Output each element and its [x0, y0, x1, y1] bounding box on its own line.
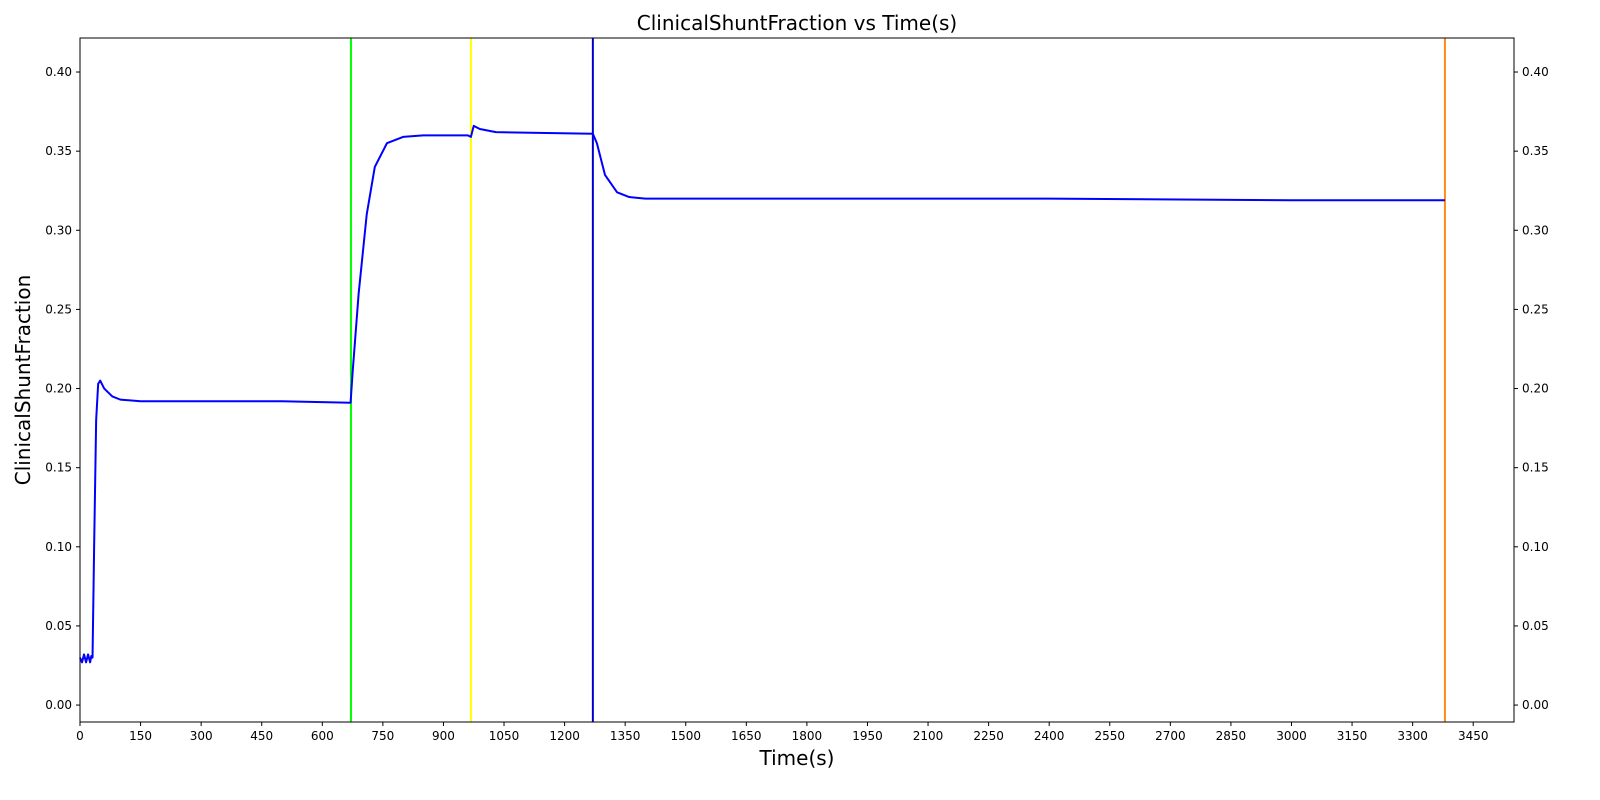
x-tick-label: 300	[190, 729, 213, 743]
y-tick-label: 0.00	[45, 698, 72, 712]
y-tick-label-right: 0.40	[1522, 65, 1549, 79]
y-tick-label-right: 0.10	[1522, 540, 1549, 554]
x-tick-label: 1200	[549, 729, 580, 743]
x-tick-label: 450	[250, 729, 273, 743]
y-tick-label: 0.10	[45, 540, 72, 554]
x-tick-label: 3000	[1276, 729, 1307, 743]
y-tick-label: 0.20	[45, 382, 72, 396]
chart-title: ClinicalShuntFraction vs Time(s)	[637, 11, 957, 35]
y-tick-label-right: 0.30	[1522, 223, 1549, 237]
x-tick-label: 900	[432, 729, 455, 743]
x-axis-label: Time(s)	[759, 746, 835, 770]
y-tick-label: 0.30	[45, 223, 72, 237]
x-tick-label: 3150	[1337, 729, 1368, 743]
y-tick-label-right: 0.00	[1522, 698, 1549, 712]
x-tick-label: 1950	[852, 729, 883, 743]
x-tick-label: 3300	[1397, 729, 1428, 743]
y-tick-label-right: 0.35	[1522, 144, 1549, 158]
y-tick-label-right: 0.25	[1522, 302, 1549, 316]
plot-frame	[79, 37, 1515, 723]
y-tick-label: 0.40	[45, 65, 72, 79]
x-tick-label: 2850	[1216, 729, 1247, 743]
x-tick-label: 1500	[670, 729, 701, 743]
x-tick-label: 600	[311, 729, 334, 743]
y-tick-label-right: 0.20	[1522, 382, 1549, 396]
x-tick-label: 2550	[1094, 729, 1125, 743]
x-tick-label: 2400	[1034, 729, 1065, 743]
x-tick-label: 1800	[792, 729, 823, 743]
x-tick-label: 1650	[731, 729, 762, 743]
x-tick-label: 750	[371, 729, 394, 743]
y-tick-label: 0.15	[45, 461, 72, 475]
x-tick-label: 1350	[610, 729, 641, 743]
y-tick-label: 0.35	[45, 144, 72, 158]
x-tick-label: 3450	[1458, 729, 1489, 743]
y-axis-label: ClinicalShuntFraction	[11, 275, 35, 486]
x-tick-label: 150	[129, 729, 152, 743]
x-tick-label: 2100	[913, 729, 944, 743]
x-tick-label: 2250	[973, 729, 1004, 743]
y-tick-label-right: 0.15	[1522, 461, 1549, 475]
y-tick-label: 0.25	[45, 302, 72, 316]
y-tick-label: 0.05	[45, 619, 72, 633]
x-tick-label: 0	[76, 729, 84, 743]
y-tick-label-right: 0.05	[1522, 619, 1549, 633]
x-tick-label: 2700	[1155, 729, 1186, 743]
x-tick-label: 1050	[489, 729, 520, 743]
data-line	[79, 124, 1445, 664]
